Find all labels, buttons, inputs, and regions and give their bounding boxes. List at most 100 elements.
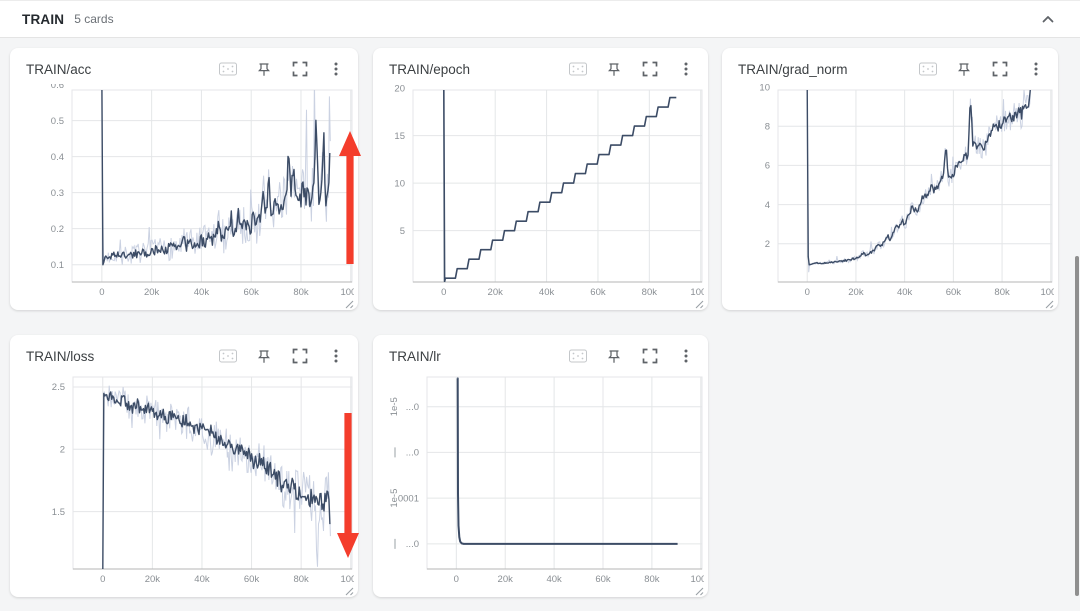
fullscreen-icon: [292, 348, 307, 364]
x-tick-label: 60k: [946, 287, 962, 298]
y-tick-label: 0.2: [51, 224, 64, 235]
more-options-button[interactable]: [675, 59, 696, 80]
more-options-icon: [334, 62, 337, 76]
fit-to-data-icon: [918, 62, 937, 76]
x-tick-label: 40k: [194, 287, 210, 298]
x-tick-label: 100k: [340, 287, 354, 298]
chart-plot[interactable]: 0 20k 40k 60k 80k 100k 1.5 2 2.5: [18, 371, 354, 589]
x-tick-label: 60k: [590, 287, 606, 298]
y-tick-label: 0.6: [51, 84, 64, 91]
chart-plot[interactable]: 0 20k 40k 60k 80k 100k 5 10 15 20: [381, 84, 704, 302]
resize-handle-icon[interactable]: [1043, 296, 1054, 309]
chart-card-title: TRAIN/epoch: [389, 61, 471, 77]
x-tick-label: 100k: [690, 574, 704, 585]
fullscreen-icon: [642, 61, 657, 77]
raw-series-line: [101, 90, 331, 265]
y-tick-label: 0.1: [51, 260, 64, 271]
pin-button[interactable]: [603, 346, 624, 367]
chart-plot[interactable]: 0 20k 40k 60k 80k 100k 2 4 6 8 10: [730, 84, 1054, 302]
fit-to-data-button[interactable]: [567, 59, 588, 80]
y-tick-label: ...0: [406, 448, 419, 459]
pin-button[interactable]: [253, 346, 274, 367]
fit-to-data-button[interactable]: [567, 346, 588, 367]
y-tick-label: 8: [765, 121, 770, 132]
y-axis-exponent-label: 1e-5: [389, 397, 400, 416]
pin-button[interactable]: [953, 59, 974, 80]
pin-icon: [607, 62, 620, 76]
x-tick-label: 40k: [539, 287, 555, 298]
chart-card-title: TRAIN/grad_norm: [738, 61, 848, 77]
fit-to-data-button[interactable]: [217, 59, 238, 80]
annotation-arrow-down: [337, 413, 359, 563]
y-tick-label: 0001: [398, 493, 419, 504]
fullscreen-button[interactable]: [639, 346, 660, 367]
y-tick-label: 2: [60, 445, 65, 456]
resize-handle-icon[interactable]: [343, 296, 354, 309]
x-tick-label: 60k: [244, 574, 260, 585]
x-tick-label: 0: [441, 287, 446, 298]
fullscreen-icon: [292, 61, 307, 77]
chart-card-header: TRAIN/loss: [10, 335, 358, 373]
fit-to-data-icon: [218, 349, 237, 363]
chart-plot[interactable]: 020k40k60k80k100k...01e-5...000011e-5...…: [381, 371, 704, 589]
resize-handle-icon[interactable]: [693, 583, 704, 596]
chart-plot[interactable]: 0 20k 40k 60k 80k 100k 0.1 0.2 0.3 0.4 0.5 0.6: [18, 84, 354, 302]
x-tick-label: 20k: [498, 574, 514, 585]
y-tick-label: 20: [394, 84, 405, 94]
more-options-icon: [684, 349, 687, 363]
raw-series-line: [102, 385, 331, 567]
fit-to-data-button[interactable]: [917, 59, 938, 80]
more-options-icon: [684, 62, 687, 76]
y-tick-label: ...0: [406, 539, 419, 550]
x-tick-label: 80k: [644, 574, 660, 585]
y-tick-label: 2.5: [52, 382, 65, 393]
y-tick-label: 0.5: [51, 116, 64, 127]
x-tick-label: 0: [99, 287, 104, 298]
more-options-button[interactable]: [325, 346, 346, 367]
fullscreen-button[interactable]: [639, 59, 660, 80]
x-tick-label: 20k: [488, 287, 504, 298]
fit-to-data-button[interactable]: [217, 346, 238, 367]
x-tick-label: 80k: [293, 287, 309, 298]
fit-to-data-icon: [568, 62, 587, 76]
series-line: [443, 90, 677, 282]
fullscreen-icon: [992, 61, 1007, 77]
x-tick-label: 0: [100, 574, 105, 585]
y-tick-label: 10: [394, 178, 405, 189]
more-options-button[interactable]: [1025, 59, 1046, 80]
fullscreen-icon: [642, 348, 657, 364]
y-tick-label: 6: [765, 161, 770, 172]
y-tick-label: 0.3: [51, 188, 64, 199]
resize-handle-icon[interactable]: [693, 296, 704, 309]
chart-card: TRAIN/grad_norm: [722, 48, 1058, 310]
x-tick-label: 20k: [145, 574, 161, 585]
x-tick-label: 60k: [595, 574, 611, 585]
x-tick-label: 100k: [340, 574, 354, 585]
pin-icon: [957, 62, 970, 76]
pin-button[interactable]: [253, 59, 274, 80]
scrollbar-thumb[interactable]: [1075, 256, 1079, 596]
section-header: TRAIN 5 cards: [0, 0, 1080, 38]
fullscreen-button[interactable]: [989, 59, 1010, 80]
fullscreen-button[interactable]: [289, 59, 310, 80]
y-tick-label: 1.5: [52, 507, 65, 518]
smoothed-series-line: [806, 90, 1031, 266]
chart-card-header: TRAIN/lr: [373, 335, 708, 373]
fullscreen-button[interactable]: [289, 346, 310, 367]
pin-button[interactable]: [603, 59, 624, 80]
chart-card: TRAIN/acc: [10, 48, 358, 310]
collapse-section-button[interactable]: [1036, 7, 1060, 31]
chart-card: TRAIN/lr: [373, 335, 708, 597]
arrow-up-glyph: [339, 131, 361, 264]
chart-card-title: TRAIN/lr: [389, 348, 441, 364]
more-options-icon: [334, 349, 337, 363]
section-title: TRAIN: [22, 11, 65, 27]
y-tick-label: 2: [765, 239, 770, 250]
chart-card-title: TRAIN/acc: [26, 61, 92, 77]
more-options-button[interactable]: [325, 59, 346, 80]
more-options-button[interactable]: [675, 346, 696, 367]
resize-handle-icon[interactable]: [343, 583, 354, 596]
y-tick-label: 15: [394, 131, 405, 142]
x-tick-label: 80k: [293, 574, 309, 585]
pin-icon: [607, 349, 620, 363]
